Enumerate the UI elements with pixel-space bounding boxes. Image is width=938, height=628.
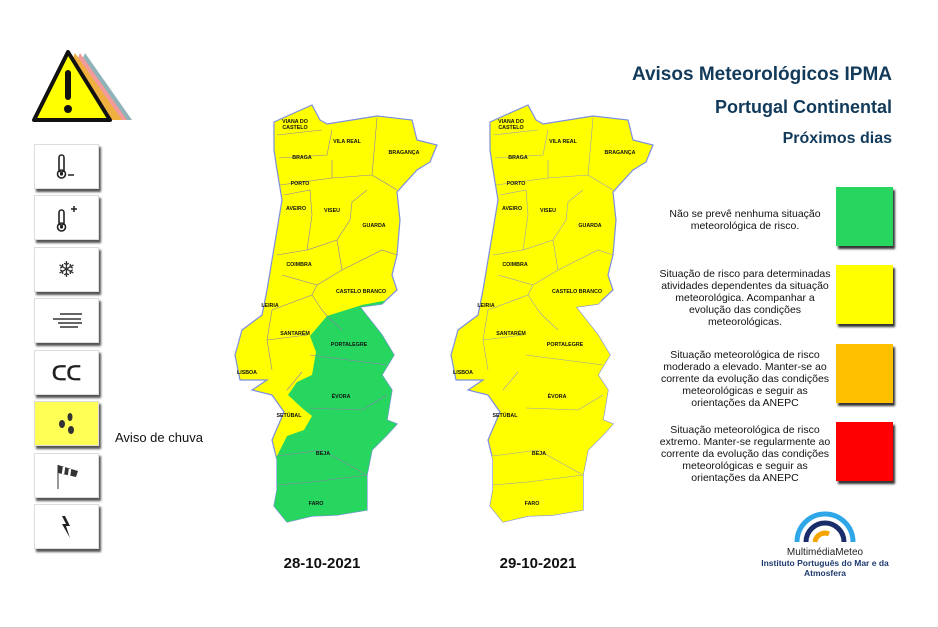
warning-triangle-icon xyxy=(32,50,132,122)
wind-warning-button[interactable] xyxy=(34,453,99,498)
legend-text: Não se prevê nenhuma situação meteorológ… xyxy=(669,208,821,232)
logo-org: Instituto Português do Mar e da Atmosfer… xyxy=(761,558,889,578)
district-label: BRAGANÇA xyxy=(389,150,420,156)
active-warning-label: Aviso de chuva xyxy=(115,430,203,445)
district-borders xyxy=(482,117,614,486)
district-label: VISEU xyxy=(324,208,340,214)
district-label: PORTO xyxy=(507,181,526,187)
district-label: PORTO xyxy=(291,181,310,187)
page-title: Avisos Meteorológicos IPMA xyxy=(631,64,892,85)
district-label: SETÚBAL xyxy=(276,412,302,419)
legend-text: Situação meteorológica de risco moderado… xyxy=(660,349,830,409)
thermometer-minus-icon xyxy=(56,153,74,179)
district-label: FARO xyxy=(309,501,324,507)
district-label: BEJA xyxy=(532,451,546,457)
cold-warning-button[interactable] xyxy=(34,144,99,189)
logo-name: MultimédiaMeteo xyxy=(786,547,864,558)
ipma-logo: MultimédiaMeteo Instituto Português do M… xyxy=(750,510,900,578)
map-date: 29-10-2021 xyxy=(499,555,577,572)
district-label: CASTELO xyxy=(282,125,307,131)
page-subtitle: Portugal Continental xyxy=(715,97,892,117)
snow-icon: ❄ xyxy=(57,256,76,282)
district-label: BRAGA xyxy=(292,155,312,161)
district-label: CASTELO BRANCO xyxy=(336,289,386,295)
district-label: LEIRIA xyxy=(261,303,279,309)
district-label: AVEIRO xyxy=(502,206,522,212)
windsock-icon xyxy=(57,464,78,489)
district-label: CASTELO BRANCO xyxy=(552,289,602,295)
district-label: COIMBRA xyxy=(502,262,527,268)
fog-warning-button[interactable] xyxy=(34,298,99,343)
snow-warning-button[interactable]: ❄ xyxy=(34,247,99,292)
district-label: COIMBRA xyxy=(286,262,311,268)
district-label: SETÚBAL xyxy=(492,412,518,419)
fog-icon xyxy=(52,312,82,328)
district-borders xyxy=(266,117,398,486)
district-label: SANTARÉM xyxy=(280,329,310,337)
district-label: PORTALEGRE xyxy=(547,342,584,348)
period-label: Próximos dias xyxy=(782,130,892,147)
thunderstorm-warning-button[interactable] xyxy=(34,504,99,549)
multimedia-meteo-logo-icon xyxy=(794,511,856,543)
district-label: BRAGA xyxy=(508,155,528,161)
rain-drops-icon xyxy=(58,412,74,434)
district-label: VIANA DO xyxy=(282,119,308,125)
district-label: FARO xyxy=(525,501,540,507)
district-label: LISBOA xyxy=(453,370,473,376)
district-label: VILA REAL xyxy=(333,139,362,145)
district-label: GUARDA xyxy=(578,223,601,229)
thermometer-plus-icon xyxy=(56,205,77,232)
district-label: CASTELO xyxy=(498,125,523,131)
heat-warning-button[interactable] xyxy=(34,195,99,240)
district-label: VISEU xyxy=(540,208,556,214)
district-label: VILA REAL xyxy=(549,139,578,145)
map-date: 28-10-2021 xyxy=(283,555,361,572)
district-label: LISBOA xyxy=(237,370,257,376)
legend-swatch xyxy=(836,265,893,324)
district-label: LEIRIA xyxy=(477,303,495,309)
waves-icon: ᑕᑕ xyxy=(51,360,82,385)
district-label: BEJA xyxy=(316,451,330,457)
legend-swatch xyxy=(836,422,893,481)
legend-swatch xyxy=(836,344,893,403)
legend-swatch xyxy=(836,187,893,246)
district-label: SANTARÉM xyxy=(496,329,526,337)
legend-text: Situação meteorológica de risco extremo.… xyxy=(659,424,831,484)
district-label: BRAGANÇA xyxy=(605,150,636,156)
district-label: GUARDA xyxy=(362,223,385,229)
district-label: PORTALEGRE xyxy=(331,342,368,348)
district-label: ÉVORA xyxy=(548,392,567,400)
legend-text: Situação de risco para determinadas ativ… xyxy=(659,268,831,328)
district-label: VIANA DO xyxy=(498,119,524,125)
district-label: AVEIRO xyxy=(286,206,306,212)
lightning-icon xyxy=(61,515,70,538)
rain-warning-button[interactable] xyxy=(34,401,99,446)
coastal-warning-button[interactable]: ᑕᑕ xyxy=(34,350,99,395)
district-label: ÉVORA xyxy=(332,392,351,400)
